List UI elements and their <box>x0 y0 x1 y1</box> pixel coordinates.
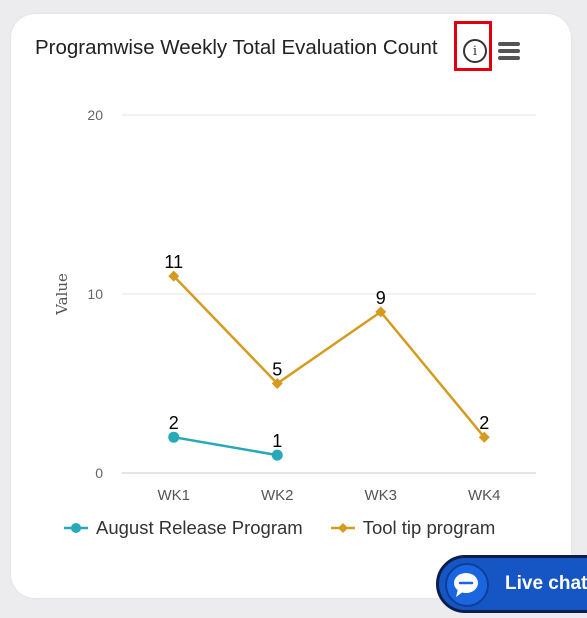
legend-circle-marker-icon <box>64 523 88 533</box>
x-tick-label: WK2 <box>261 487 294 504</box>
x-tick-label: WK4 <box>468 487 501 504</box>
data-point <box>478 431 490 443</box>
data-label: 2 <box>479 413 489 433</box>
legend-label: Tool tip program <box>362 517 496 538</box>
info-icon-highlight <box>454 21 492 71</box>
data-point <box>271 449 283 461</box>
legend-label: August Release Program <box>96 517 303 538</box>
data-point <box>168 431 180 443</box>
y-tick-label: 10 <box>87 286 103 302</box>
chart-title: Programwise Weekly Total Evaluation Coun… <box>35 36 438 59</box>
series-line-1 <box>172 275 486 438</box>
hamburger-menu-icon[interactable] <box>498 42 520 60</box>
live-chat-label: Live chat <box>505 573 587 594</box>
chart-legend: August Release Program Tool tip program <box>64 517 495 539</box>
data-point <box>168 270 180 282</box>
data-point <box>271 378 283 389</box>
info-icon[interactable]: i <box>463 39 487 63</box>
live-chat-button[interactable]: Live chat <box>436 555 587 613</box>
data-label: 9 <box>376 288 386 308</box>
series-line-0 <box>173 435 278 457</box>
legend-diamond-marker-icon <box>330 523 355 533</box>
y-axis-label: Value <box>53 273 71 316</box>
data-label: 11 <box>164 252 183 272</box>
data-label: 1 <box>272 431 282 451</box>
legend-item-tool-tip-program[interactable]: Tool tip program <box>330 517 496 539</box>
x-tick-label: WK3 <box>364 487 397 504</box>
info-glyph: i <box>472 43 478 59</box>
legend-item-august-release-program[interactable]: August Release Program <box>64 517 303 539</box>
y-tick-label: 20 <box>87 107 103 123</box>
data-label: 5 <box>272 360 282 380</box>
x-tick-label: WK1 <box>157 487 190 504</box>
data-point <box>375 306 387 318</box>
chart-card <box>11 14 571 598</box>
chat-bubble-icon <box>445 563 489 607</box>
y-tick-label: 0 <box>95 465 103 481</box>
data-label: 2 <box>169 413 179 433</box>
